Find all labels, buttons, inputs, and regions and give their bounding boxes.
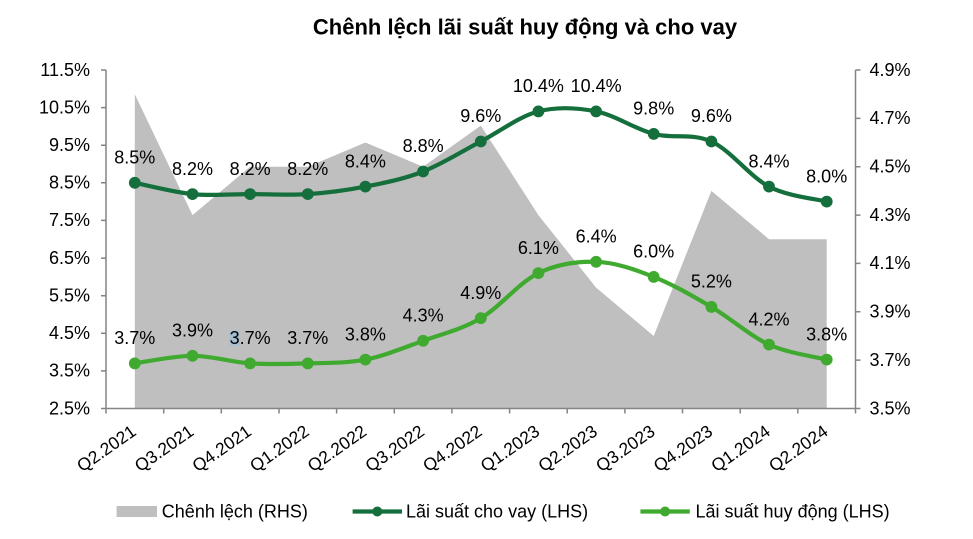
svg-text:Chênh lệch lãi suất huy động v: Chênh lệch lãi suất huy động và cho vay [313,14,738,39]
svg-text:Q3.2022: Q3.2022 [361,421,427,476]
svg-text:6.4%: 6.4% [576,227,617,247]
svg-text:Q4.2022: Q4.2022 [419,421,485,476]
svg-text:8.5%: 8.5% [114,148,155,168]
svg-text:4.5%: 4.5% [49,323,90,343]
svg-text:4.3%: 4.3% [403,306,444,326]
svg-text:Q2.2024: Q2.2024 [765,421,832,476]
svg-text:Lãi suất cho vay (LHS): Lãi suất cho vay (LHS) [406,502,588,522]
svg-text:8.8%: 8.8% [403,136,444,156]
svg-text:6.0%: 6.0% [633,242,674,262]
svg-text:Q4.2021: Q4.2021 [188,421,254,476]
svg-text:8.2%: 8.2% [287,159,328,179]
svg-text:3.5%: 3.5% [870,398,911,418]
svg-text:3.8%: 3.8% [806,324,847,344]
svg-text:4.9%: 4.9% [870,60,911,80]
svg-text:Chênh lệch (RHS): Chênh lệch (RHS) [162,502,308,522]
svg-text:Q2.2021: Q2.2021 [73,421,139,476]
svg-text:3.8%: 3.8% [345,324,386,344]
svg-text:Q2.2023: Q2.2023 [534,421,600,476]
svg-text:3.5%: 3.5% [49,361,90,381]
svg-text:Lãi suất huy động (LHS): Lãi suất huy động (LHS) [696,502,890,522]
svg-text:Q3.2021: Q3.2021 [131,421,197,476]
svg-text:3.9%: 3.9% [172,321,213,341]
svg-text:2.5%: 2.5% [49,398,90,418]
svg-text:9.8%: 9.8% [633,99,674,119]
svg-text:4.2%: 4.2% [748,309,789,329]
svg-text:9.6%: 9.6% [460,106,501,126]
svg-text:Q3.2023: Q3.2023 [592,421,658,476]
svg-text:8.2%: 8.2% [230,159,271,179]
svg-text:10.4%: 10.4% [571,76,622,96]
svg-text:4.5%: 4.5% [870,157,911,177]
svg-text:Q1.2022: Q1.2022 [246,421,312,476]
svg-text:Q4.2023: Q4.2023 [650,421,716,476]
svg-text:4.9%: 4.9% [460,283,501,303]
svg-text:10.5%: 10.5% [39,97,90,117]
svg-text:4.7%: 4.7% [870,108,911,128]
svg-text:8.5%: 8.5% [49,173,90,193]
svg-text:9.5%: 9.5% [49,135,90,155]
svg-text:3.7%: 3.7% [870,350,911,370]
svg-text:5.2%: 5.2% [691,272,732,292]
svg-text:3.7%: 3.7% [114,328,155,348]
svg-text:Q2.2022: Q2.2022 [304,421,370,476]
svg-text:3.9%: 3.9% [870,302,911,322]
svg-text:3.7%: 3.7% [230,328,271,348]
svg-text:6.5%: 6.5% [49,248,90,268]
svg-text:3.7%: 3.7% [287,328,328,348]
svg-text:10.4%: 10.4% [513,76,564,96]
svg-text:4.3%: 4.3% [870,205,911,225]
svg-text:9.6%: 9.6% [691,106,732,126]
svg-text:8.2%: 8.2% [172,159,213,179]
svg-text:8.4%: 8.4% [345,151,386,171]
svg-text:11.5%: 11.5% [40,60,90,80]
svg-text:5.5%: 5.5% [49,286,90,306]
svg-text:8.0%: 8.0% [806,166,847,186]
svg-text:6.1%: 6.1% [518,238,559,258]
svg-text:Q1.2023: Q1.2023 [477,421,543,476]
svg-text:8.4%: 8.4% [748,151,789,171]
svg-text:4.1%: 4.1% [870,253,911,273]
svg-text:Q1.2024: Q1.2024 [707,421,774,476]
svg-text:7.5%: 7.5% [49,210,90,230]
